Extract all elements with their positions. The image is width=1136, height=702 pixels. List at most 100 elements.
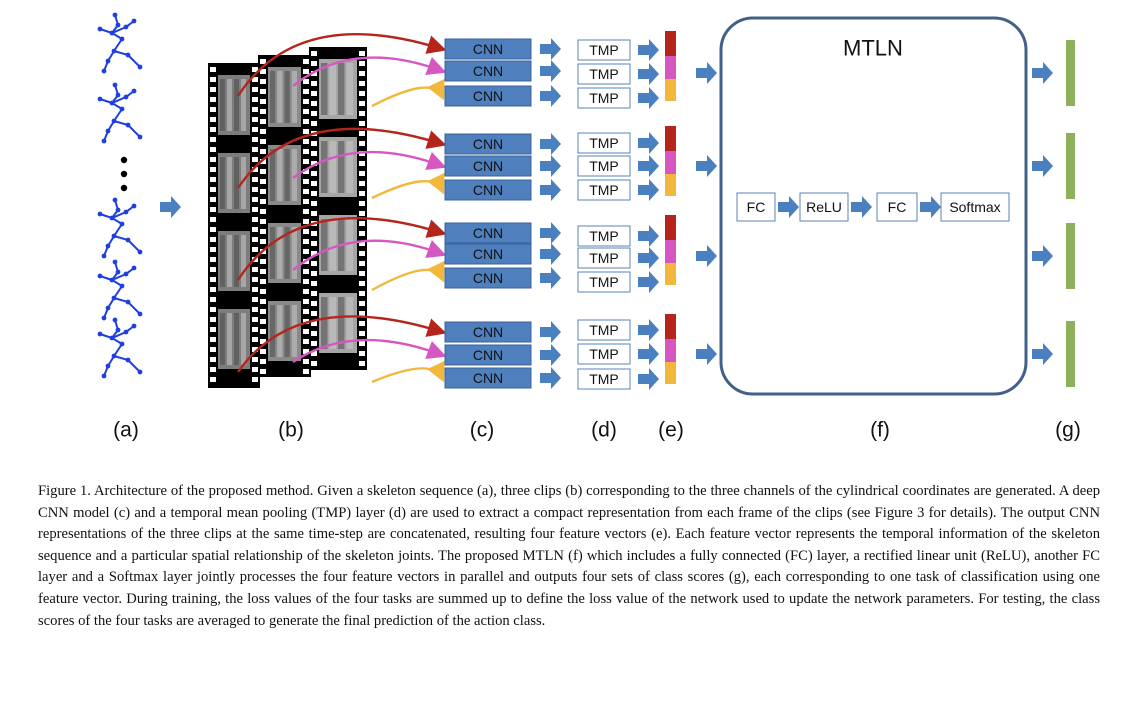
- film-perforation: [260, 59, 266, 64]
- film-perforation: [311, 91, 317, 96]
- film-perforation: [252, 267, 258, 272]
- film-perforation: [303, 109, 309, 114]
- frame-texture: [291, 71, 297, 123]
- film-perforation: [311, 321, 317, 326]
- frame-texture: [284, 71, 290, 123]
- skeleton-joint: [97, 26, 103, 32]
- film-perforation: [260, 179, 266, 184]
- film-perforation: [303, 209, 309, 214]
- film-perforation: [252, 117, 258, 122]
- film-perforation: [359, 271, 365, 276]
- film-perforation: [311, 281, 317, 286]
- film-perforation: [303, 289, 309, 294]
- film-perforation: [252, 107, 258, 112]
- skeleton-joint: [115, 327, 121, 333]
- skeleton-joint: [105, 305, 111, 311]
- cnn-block: [444, 367, 532, 389]
- skeleton-joint: [105, 243, 111, 249]
- frame-texture: [241, 313, 246, 365]
- block-arrow: [1032, 343, 1053, 365]
- block-arrow: [638, 179, 659, 201]
- film-perforation: [260, 189, 266, 194]
- film-perforation: [260, 69, 266, 74]
- skeleton-joint: [112, 82, 118, 88]
- film-perforation: [359, 131, 365, 136]
- block-arrow: [540, 321, 561, 343]
- film-perforation: [252, 287, 258, 292]
- feature-vector-magenta-segment: [665, 240, 676, 263]
- skeleton-joint: [97, 331, 103, 337]
- skeleton-figure: [97, 317, 143, 379]
- cnn-block: [444, 133, 532, 155]
- cnn-block: [444, 321, 532, 343]
- film-perforation: [210, 357, 216, 362]
- film-perforation: [359, 91, 365, 96]
- frame-texture: [241, 235, 246, 287]
- film-perforation: [303, 149, 309, 154]
- film-perforation: [252, 237, 258, 242]
- film-perforation: [311, 251, 317, 256]
- block-arrow: [540, 85, 561, 107]
- cnn-label: CNN: [473, 225, 503, 241]
- clip-to-cnn-arrow: [292, 150, 447, 179]
- skeleton-joint: [131, 203, 137, 209]
- block-arrow: [696, 62, 717, 84]
- frame-texture: [277, 71, 283, 123]
- cnn-label: CNN: [473, 158, 503, 174]
- skeleton-joint: [137, 249, 143, 255]
- film-perforation: [311, 121, 317, 126]
- frame-texture: [234, 79, 239, 131]
- film-perforation: [210, 317, 216, 322]
- block-arrow: [540, 133, 561, 155]
- frame-texture: [227, 235, 232, 287]
- skeleton-joint: [125, 52, 131, 58]
- skeleton-joint: [115, 92, 121, 98]
- film-perforation: [260, 299, 266, 304]
- tmp-label: TMP: [589, 182, 619, 198]
- film-perforation: [252, 157, 258, 162]
- skeleton-figure: [97, 259, 143, 321]
- film-perforation: [260, 139, 266, 144]
- skeleton-joint: [125, 237, 131, 243]
- tmp-label: TMP: [589, 158, 619, 174]
- film-perforation: [210, 147, 216, 152]
- film-perforation: [210, 127, 216, 132]
- film-perforation: [303, 339, 309, 344]
- film-perforation: [303, 199, 309, 204]
- film-perforation: [252, 347, 258, 352]
- film-perforation: [311, 161, 317, 166]
- skeleton-joint: [123, 271, 129, 277]
- feature-vector-red-segment: [665, 31, 676, 56]
- tmp-block: [577, 63, 631, 85]
- film-perforation: [359, 311, 365, 316]
- film-perforation: [359, 261, 365, 266]
- film-perforation: [311, 241, 317, 246]
- ellipsis-dot: [120, 184, 128, 192]
- frame-texture: [234, 235, 239, 287]
- film-perforation: [210, 117, 216, 122]
- film-perforation: [303, 269, 309, 274]
- block-arrow: [696, 155, 717, 177]
- film-perforation: [210, 137, 216, 142]
- film-perforation: [210, 67, 216, 72]
- tmp-block: [577, 271, 631, 293]
- frame-texture: [220, 157, 225, 209]
- film-perforation: [260, 239, 266, 244]
- cnn-block: [444, 243, 532, 265]
- frame-texture: [220, 313, 225, 365]
- block-arrow: [638, 155, 659, 177]
- film-perforation: [210, 297, 216, 302]
- film-perforation: [252, 147, 258, 152]
- film-perforation: [359, 141, 365, 146]
- mtln-layer-box: [876, 192, 918, 222]
- block-arrow: [540, 243, 561, 265]
- block-arrow: [1032, 245, 1053, 267]
- film-perforation: [311, 261, 317, 266]
- film-perforation: [311, 111, 317, 116]
- film-perforation: [252, 127, 258, 132]
- clip-to-cnn-arrow: [237, 315, 447, 373]
- film-perforation: [311, 301, 317, 306]
- film-perforation: [303, 249, 309, 254]
- film-perforation: [311, 51, 317, 56]
- film-perforation: [210, 187, 216, 192]
